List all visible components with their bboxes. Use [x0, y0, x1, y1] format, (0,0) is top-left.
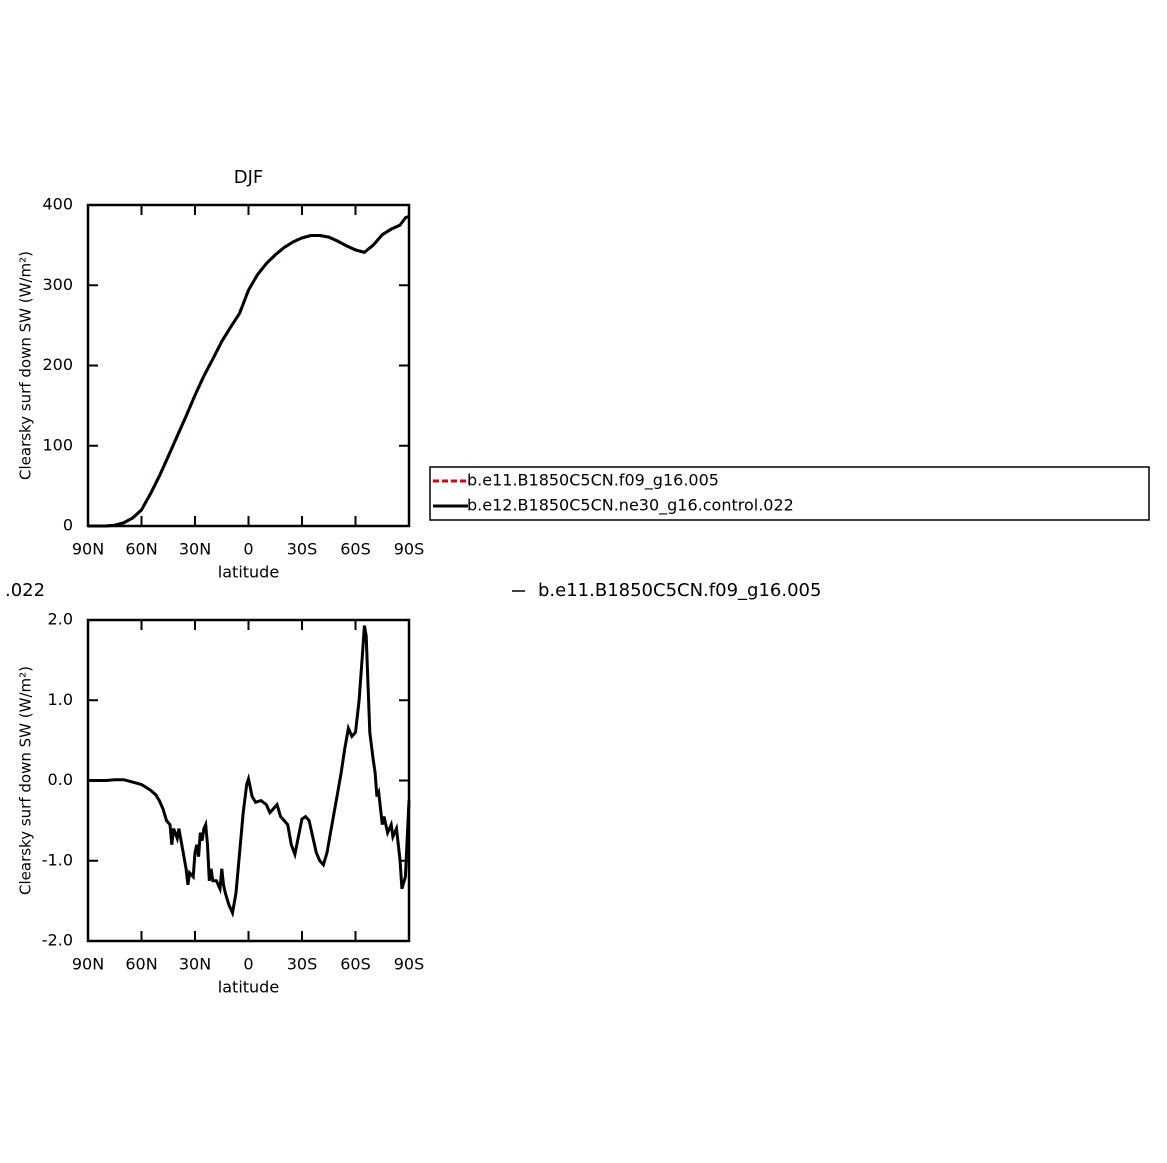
- legend-label: b.e11.B1850C5CN.f09_g16.005: [467, 471, 719, 491]
- y-tick-label: 0.0: [48, 770, 73, 789]
- x-tick-label: 60S: [340, 540, 371, 559]
- x-tick-label: 0: [243, 955, 253, 974]
- y-tick-label: -1.0: [42, 850, 73, 869]
- x-tick-label: 30N: [179, 955, 211, 974]
- x-tick-label: 30S: [287, 540, 318, 559]
- y-tick-label: 100: [42, 435, 73, 454]
- y-tick-label: 300: [42, 275, 73, 294]
- annotation: b.e11.B1850C5CN.f09_g16.005: [538, 580, 821, 601]
- x-tick-label: 90N: [72, 955, 104, 974]
- y-tick-label: 2.0: [48, 610, 73, 629]
- data-line: [88, 214, 410, 528]
- y-tick-label: -2.0: [42, 931, 73, 950]
- chart-title: DJF: [234, 167, 264, 188]
- plot-frame: [86, 203, 411, 528]
- y-axis-label: Clearsky surf down SW (W/m²): [17, 666, 35, 895]
- data-line: [88, 625, 411, 918]
- x-axis-label: latitude: [218, 978, 279, 997]
- x-tick-label: 0: [243, 540, 253, 559]
- legend-box: [429, 466, 1150, 521]
- y-axis-label: Clearsky surf down SW (W/m²): [17, 251, 35, 480]
- x-tick-label: 30N: [179, 540, 211, 559]
- data-line: [88, 214, 410, 528]
- x-tick-label: 90S: [394, 540, 425, 559]
- x-tick-label: 30S: [287, 955, 318, 974]
- y-tick-label: 1.0: [48, 690, 73, 709]
- plot-frame: [86, 618, 411, 943]
- x-tick-label: 60N: [125, 955, 157, 974]
- x-axis-label: latitude: [218, 563, 279, 582]
- y-tick-label: 200: [42, 355, 73, 374]
- x-tick-label: 60N: [125, 540, 157, 559]
- y-tick-label: 400: [42, 195, 73, 214]
- legend-label: b.e12.B1850C5CN.ne30_g16.control.022: [467, 496, 794, 516]
- x-tick-label: 90S: [394, 955, 425, 974]
- x-tick-label: 90N: [72, 540, 104, 559]
- x-tick-label: 60S: [340, 955, 371, 974]
- annotation: .022: [5, 580, 45, 601]
- y-tick-label: 0: [63, 516, 73, 535]
